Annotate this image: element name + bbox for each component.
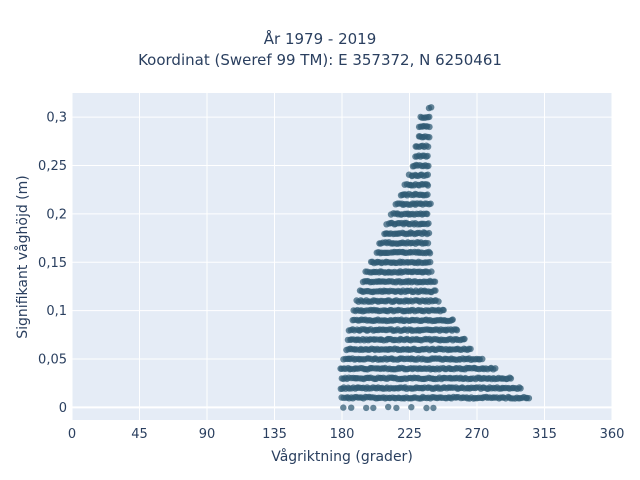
data-point <box>424 240 432 247</box>
data-point <box>424 182 432 189</box>
data-point <box>424 171 431 178</box>
data-point <box>525 395 533 402</box>
data-point <box>426 250 434 257</box>
y-tick-label: 0,05 <box>38 353 67 368</box>
data-point <box>408 404 415 411</box>
x-tick-label: 225 <box>397 427 422 442</box>
data-point <box>492 365 499 372</box>
y-tick-label: 0,3 <box>46 111 67 126</box>
data-point <box>507 375 515 382</box>
data-point <box>431 278 439 285</box>
data-point <box>393 404 400 412</box>
data-point <box>449 316 456 323</box>
data-point <box>348 404 355 411</box>
y-tick-label: 0,1 <box>46 304 67 319</box>
x-tick-label: 0 <box>68 427 76 442</box>
x-axis-title: Vågriktning (grader) <box>271 448 413 465</box>
data-point <box>425 229 433 237</box>
data-point <box>385 403 392 411</box>
data-point <box>426 113 433 121</box>
x-axis-ticks: 0 45 90 135 180 225 270 315 360 <box>68 427 625 442</box>
data-point <box>461 335 468 343</box>
data-point <box>427 200 434 207</box>
y-axis-ticks: 0 0,05 0,1 0,15 0,2 0,25 0,3 <box>38 111 67 416</box>
chart-title-line-2: Koordinat (Sweref 99 TM): E 357372, N 62… <box>138 51 502 69</box>
data-point <box>479 355 486 363</box>
x-tick-label: 180 <box>330 427 355 442</box>
data-point <box>440 306 447 314</box>
x-tick-label: 45 <box>131 427 148 442</box>
data-point <box>427 258 434 266</box>
data-point <box>423 404 430 412</box>
data-point <box>424 210 431 218</box>
data-point <box>426 123 433 131</box>
data-point <box>425 162 432 170</box>
data-point <box>370 404 377 412</box>
y-tick-label: 0,25 <box>38 159 67 174</box>
data-point <box>424 143 432 150</box>
data-point <box>425 220 432 227</box>
data-point <box>428 104 435 111</box>
grid-lines <box>71 93 613 420</box>
data-point <box>432 287 439 294</box>
data-point <box>426 134 433 141</box>
data-point <box>424 152 431 160</box>
data-point <box>424 191 431 198</box>
data-points <box>337 104 533 412</box>
chart-title-line-1: År 1979 - 2019 <box>263 30 377 48</box>
data-point <box>467 345 474 353</box>
data-point <box>517 385 524 392</box>
x-tick-label: 135 <box>262 427 287 442</box>
y-tick-label: 0,15 <box>38 256 67 271</box>
data-point <box>363 404 370 412</box>
data-point <box>430 404 437 412</box>
data-point <box>428 268 435 275</box>
x-tick-label: 90 <box>199 427 216 442</box>
x-tick-label: 360 <box>600 427 625 442</box>
y-tick-label: 0 <box>59 401 67 416</box>
data-point <box>453 327 461 334</box>
data-point <box>340 404 347 411</box>
x-tick-label: 315 <box>532 427 557 442</box>
y-tick-label: 0,2 <box>46 207 67 222</box>
data-point <box>435 298 442 305</box>
x-tick-label: 270 <box>465 427 490 442</box>
y-axis-title: Signifikant våghöjd (m) <box>14 175 31 338</box>
